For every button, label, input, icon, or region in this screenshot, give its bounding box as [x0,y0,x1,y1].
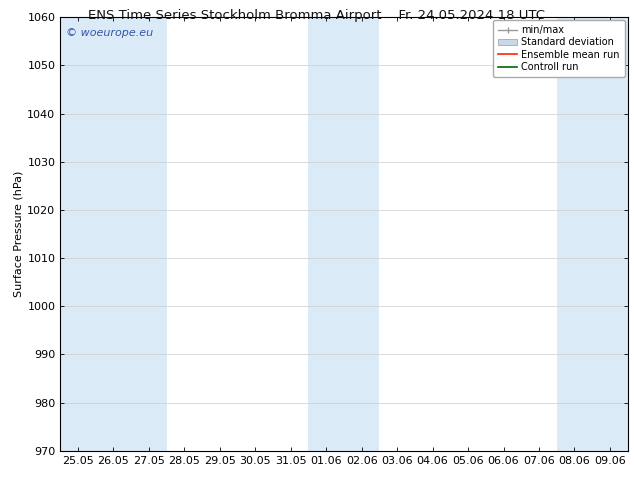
Bar [557,17,592,451]
Bar [309,17,344,451]
Text: ENS Time Series Stockholm Bromma Airport    Fr. 24.05.2024 18 UTC: ENS Time Series Stockholm Bromma Airport… [89,9,545,22]
Legend: min/max, Standard deviation, Ensemble mean run, Controll run: min/max, Standard deviation, Ensemble me… [493,20,624,77]
Bar [131,17,167,451]
Bar [60,17,96,451]
Bar [344,17,379,451]
Bar [592,17,628,451]
Text: © woeurope.eu: © woeurope.eu [66,28,153,38]
Bar [96,17,131,451]
Y-axis label: Surface Pressure (hPa): Surface Pressure (hPa) [13,171,23,297]
